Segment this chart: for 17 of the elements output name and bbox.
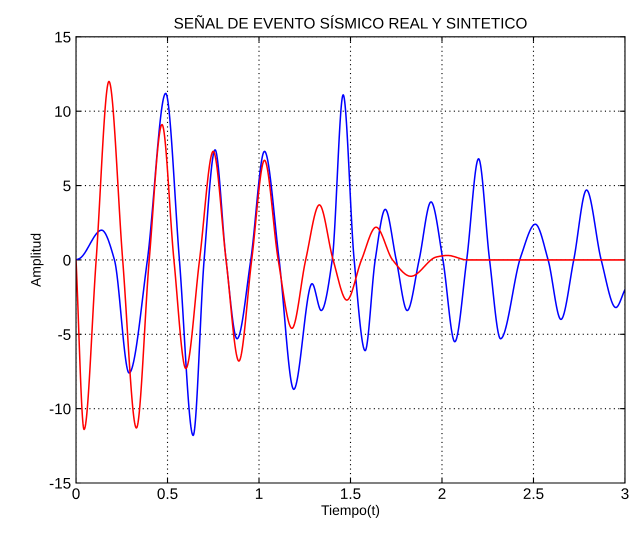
y-tick-label: -15 [50, 478, 71, 489]
y-tick-label: 15 [55, 32, 71, 43]
chart-title: SEÑAL DE EVENTO SÍSMICO REAL Y SINTETICO [174, 15, 527, 29]
x-tick-label: 1 [256, 488, 263, 499]
x-tick-label: 3 [621, 488, 629, 500]
y-tick-label: -10 [50, 404, 71, 414]
x-tick-label: 0 [72, 488, 80, 500]
y-axis-title: Amplitud [30, 234, 44, 287]
x-tick-label: 2 [438, 488, 446, 499]
x-axis-title: Tiempo(t) [321, 504, 380, 518]
y-tick-label: -5 [58, 329, 71, 340]
x-tick-label: 1.5 [341, 488, 360, 500]
y-tick-label: 0 [63, 254, 71, 266]
y-tick-label: 10 [55, 106, 71, 117]
x-tick-label: 2.5 [524, 488, 544, 500]
y-tick-label: 5 [63, 180, 71, 192]
x-tick-label: 0.5 [157, 488, 178, 500]
